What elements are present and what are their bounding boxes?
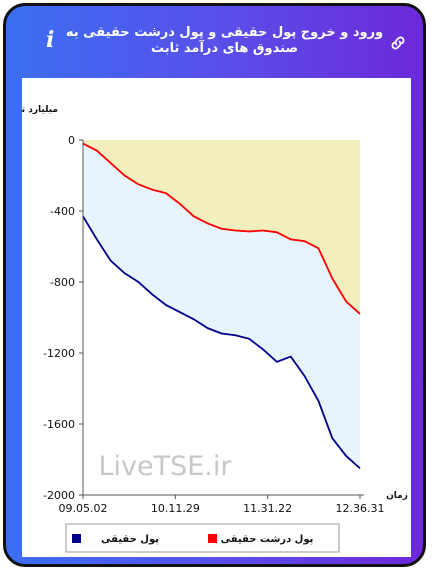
y-tick-label: -400	[50, 205, 75, 218]
card-header: ورود و خروج پول حقیقی و پول درشت حقیقی ب…	[6, 6, 423, 78]
x-tick-label: 12.36.31	[336, 502, 385, 515]
legend-swatch	[72, 534, 81, 543]
y-axis-label: میلیارد تومان	[22, 105, 58, 115]
series-line-individual-money	[82, 215, 361, 470]
upper-area	[83, 140, 360, 314]
y-tick-label: -1600	[43, 418, 75, 431]
chart-title: ورود و خروج پول حقیقی و پول درشت حقیقی ب…	[65, 25, 384, 56]
y-tick-label: 0	[68, 134, 75, 147]
x-tick-label: 11.31.22	[243, 502, 292, 515]
legend-label: پول حقیقی	[101, 534, 159, 545]
series-line-big-money	[82, 142, 361, 315]
chart-card: ورود و خروج پول حقیقی و پول درشت حقیقی ب…	[3, 3, 426, 567]
legend-label: پول درشت حقیقی	[221, 534, 314, 545]
x-tick-label: 09.05.02	[59, 502, 108, 515]
x-axis-label: زمان	[386, 491, 408, 501]
legend-box	[65, 523, 340, 553]
y-tick-label: -1200	[43, 347, 75, 360]
info-icon[interactable]: i	[46, 27, 55, 53]
y-tick-label: -800	[50, 276, 75, 289]
x-tick-label: 10.11.29	[151, 502, 200, 515]
link-icon[interactable]	[389, 34, 407, 52]
legend-swatch	[208, 534, 217, 543]
watermark: LiveTSE.ir	[98, 451, 232, 482]
plot-panel: LiveTSE.ir 0 -400 -800 -1200 -1600 -2000 09.05…	[6, 78, 411, 557]
chart-svg: LiveTSE.ir 0 -400 -800 -1200 -1600 -200009.05…	[6, 105, 408, 553]
between-area	[83, 143, 360, 469]
legend: پول درشت حقیقی پول حقیقی	[65, 523, 340, 553]
y-tick-label: -2000	[43, 489, 75, 502]
